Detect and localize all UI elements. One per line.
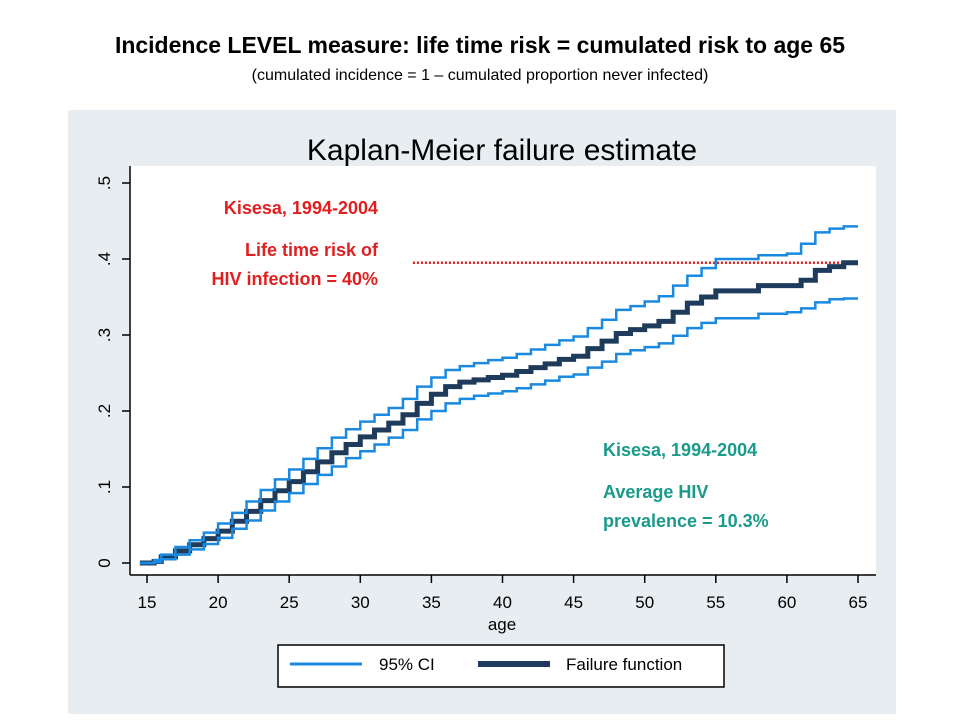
x-tick-label: 45 xyxy=(564,593,583,612)
x-tick-label: 35 xyxy=(422,593,441,612)
y-tick-label: .3 xyxy=(95,328,114,342)
annotation-teal-line2: prevalence = 10.3% xyxy=(603,511,769,531)
annotation-teal-site: Kisesa, 1994-2004 xyxy=(603,440,757,460)
legend-label-failure: Failure function xyxy=(566,655,682,674)
legend-label-ci: 95% CI xyxy=(379,655,435,674)
y-tick-label: .5 xyxy=(95,176,114,190)
x-axis: 15 20 25 30 35 40 45 50 55 60 65 xyxy=(130,574,876,612)
x-tick-label: 60 xyxy=(777,593,796,612)
series-layer xyxy=(139,225,858,566)
x-tick-label: 50 xyxy=(635,593,654,612)
x-tick-label: 25 xyxy=(280,593,299,612)
x-tick-label: 55 xyxy=(706,593,725,612)
red-annotation-bg xyxy=(140,190,384,300)
x-tick-label: 40 xyxy=(493,593,512,612)
y-tick-label: .4 xyxy=(95,252,114,266)
series-ci-lower xyxy=(139,297,858,565)
slide-subtitle: (cumulated incidence = 1 – cumulated pro… xyxy=(251,67,709,84)
x-tick-label: 20 xyxy=(209,593,228,612)
series-ci-upper xyxy=(139,225,858,565)
x-tick-label: 30 xyxy=(351,593,370,612)
annotation-red-line2: HIV infection = 40% xyxy=(211,269,378,289)
teal-annotation-bg xyxy=(596,432,842,544)
slide-title: Incidence LEVEL measure: life time risk … xyxy=(114,32,846,58)
x-tick-label: 15 xyxy=(138,593,157,612)
annotation-red-site: Kisesa, 1994-2004 xyxy=(224,198,378,218)
legend: 95% CI Failure function xyxy=(277,644,725,688)
y-tick-label: 0 xyxy=(95,558,114,567)
x-axis-label: age xyxy=(488,615,516,634)
y-axis: 0 .1 .2 .3 .4 .5 xyxy=(95,166,131,575)
y-tick-label: .2 xyxy=(95,404,114,418)
chart-title: Kaplan-Meier failure estimate xyxy=(307,134,697,167)
y-tick-label: .1 xyxy=(95,480,114,494)
annotation-teal-line1: Average HIV xyxy=(603,482,708,502)
series-failure-function xyxy=(139,260,858,566)
x-tick-label: 65 xyxy=(849,593,868,612)
annotation-red-line1: Life time risk of xyxy=(245,240,379,260)
